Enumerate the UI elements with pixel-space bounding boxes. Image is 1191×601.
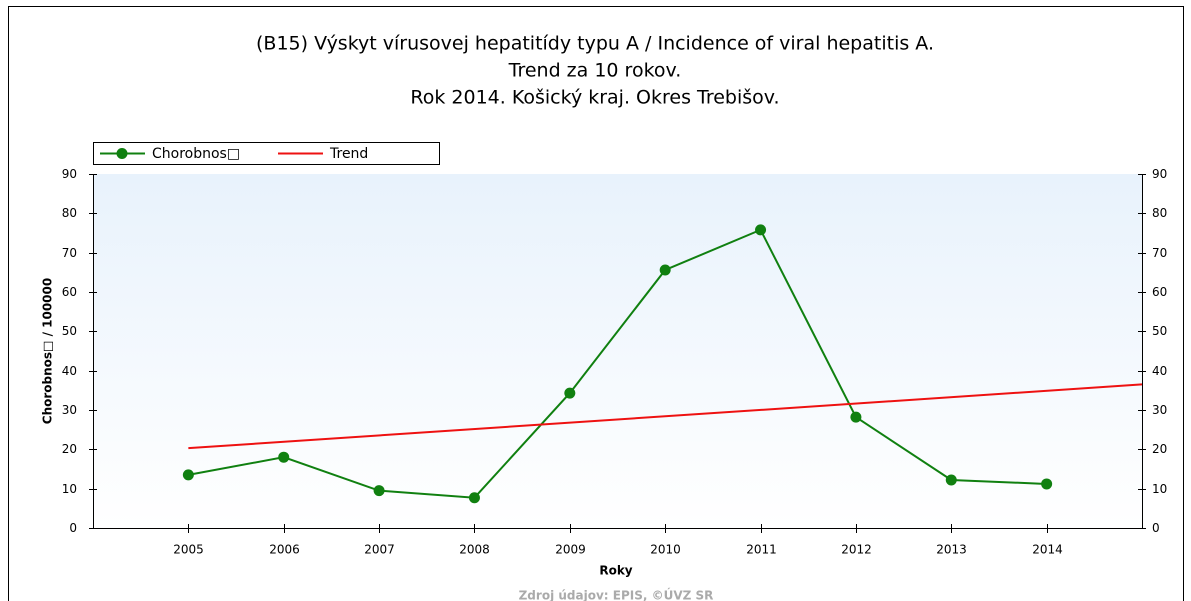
y-tick-label: 70 [62, 246, 77, 260]
y2-tick-label: 30 [1152, 403, 1167, 417]
y-tick-label: 10 [62, 482, 77, 496]
point [468, 492, 480, 504]
plot-area [93, 174, 1142, 528]
y2-tick-label: 60 [1152, 285, 1167, 299]
source: Zdroj údajov: EPIS, ©ÚVZ SR [519, 588, 714, 601]
y2-tick-label: 80 [1152, 206, 1167, 220]
y-tick-label: 30 [62, 403, 77, 417]
x-tick-label: 2009 [555, 543, 586, 557]
x-tick-label: 2008 [459, 543, 490, 557]
point [373, 485, 385, 497]
chart-title: (B15) Výskyt vírusovej hepatitídy typu A… [256, 33, 934, 55]
chart-title: Trend za 10 rokov. [508, 60, 682, 82]
y-tick-label: 80 [62, 206, 77, 220]
point [755, 224, 767, 236]
y2-tick-label: 10 [1152, 482, 1167, 496]
legend [93, 142, 440, 165]
x-tick-label: 2006 [269, 543, 300, 557]
x-tick-label: 2005 [173, 543, 204, 557]
y-tick-label: 50 [62, 324, 77, 338]
y2-tick-label: 50 [1152, 324, 1167, 338]
y-tick-label: 90 [62, 167, 77, 181]
point [564, 387, 576, 399]
y2-tick-label: 40 [1152, 364, 1167, 378]
y-tick-label: 0 [69, 521, 77, 535]
x-tick-label: 2012 [841, 543, 872, 557]
point [945, 474, 957, 486]
x-axis-label: Roky [599, 564, 632, 578]
x-tick-label: 2007 [364, 543, 395, 557]
legend-label: Chorobnos□ [152, 146, 240, 162]
y-tick-label: 20 [62, 442, 77, 456]
point [278, 451, 290, 463]
y2-tick-label: 0 [1152, 521, 1160, 535]
x-tick-label: 2010 [650, 543, 681, 557]
point [659, 264, 671, 276]
y-axis-label: Chorobnos□ / 100000 [41, 278, 55, 424]
legend-label: Trend [329, 146, 368, 162]
y2-tick-label: 20 [1152, 442, 1167, 456]
y2-tick-label: 70 [1152, 246, 1167, 260]
series-line [188, 228, 1047, 499]
y-tick-label: 60 [62, 285, 77, 299]
y-tick-label: 40 [62, 364, 77, 378]
x-tick-label: 2014 [1032, 543, 1063, 557]
frame [8, 6, 1184, 601]
chart-title: Rok 2014. Košický kraj. Okres Trebišov. [410, 87, 779, 109]
point [850, 411, 862, 423]
y2-tick-label: 90 [1152, 167, 1167, 181]
point [182, 469, 194, 481]
series-line [188, 383, 1143, 450]
legend-marker [116, 148, 128, 159]
point [1041, 478, 1053, 490]
x-tick-label: 2013 [936, 543, 967, 557]
x-tick-label: 2011 [746, 543, 777, 557]
